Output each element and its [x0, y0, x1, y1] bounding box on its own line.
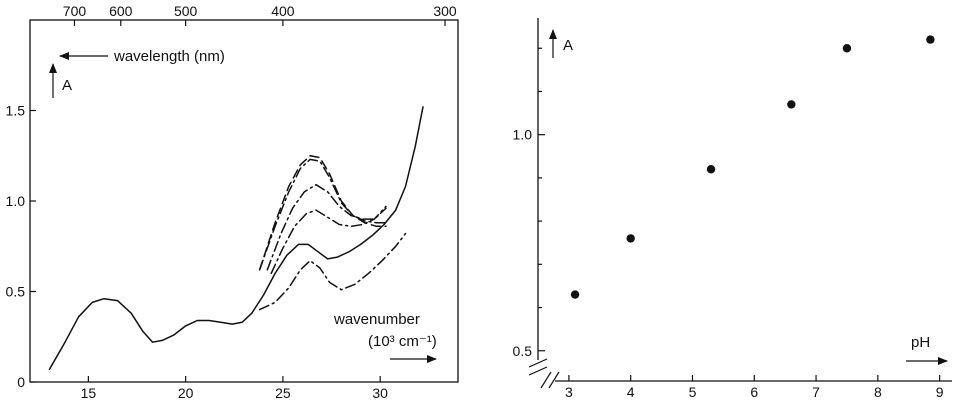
- ph-data-point: [570, 290, 580, 299]
- absorbance-tick-label: 0.5: [513, 343, 533, 359]
- top-tick-label: 500: [174, 3, 198, 19]
- x-tick-label: 30: [372, 385, 388, 400]
- spectrum-curve-6-dash-dot: [258, 232, 407, 311]
- spectrum-curve-3-dash-dot: [258, 158, 387, 271]
- top-tick-label: 300: [433, 3, 457, 19]
- ph-tick-label: 6: [750, 384, 758, 400]
- ph-tick-label: 9: [936, 384, 944, 400]
- spectrum-curve-5-dash-dot: [270, 205, 387, 275]
- spectrum-curve-4-dash-dot: [266, 183, 387, 271]
- absorbance-tick-label: 1.0: [513, 127, 533, 143]
- top-tick-label: 400: [271, 3, 295, 19]
- top-tick-label: 600: [109, 3, 133, 19]
- top-axis-label: wavelength (nm): [113, 48, 225, 65]
- ph-tick-label: 3: [565, 384, 573, 400]
- spectrum-curve-1-solid: [48, 106, 424, 371]
- spectrum-chart: 15 20 25 30 700 600 500 400 300 0 0.5 1.0 1.5 wave…: [6, 3, 459, 400]
- y-axis-ticks: 0 0.5 1.0 1.5: [6, 103, 36, 390]
- ph-chart: 3 4 5 6 7 8 9 0.5 1.0 A pH: [513, 18, 952, 400]
- ph-tick-label: 4: [627, 384, 635, 400]
- x-axis-ticks: 15 20 25 30: [81, 376, 388, 400]
- ph-axis-ticks: 3 4 5 6 7 8 9: [565, 375, 944, 400]
- absorbance-axis-ticks: 0.5 1.0: [513, 47, 545, 359]
- left-y-axis-label: A: [62, 77, 72, 94]
- spectrum-curve-2-dashed: [258, 155, 387, 271]
- top-tick-label: 700: [63, 3, 87, 19]
- top-axis-ticks: 700 600 500 400 300: [63, 3, 457, 26]
- x-axis-break-mark-1: [540, 371, 552, 389]
- ph-data-point: [842, 44, 852, 53]
- y-tick-label: 1.0: [6, 193, 26, 209]
- spectrum-curves: [48, 106, 424, 371]
- x-axis-unit-label: (10³ cm⁻¹): [368, 333, 437, 350]
- x-tick-label: 15: [81, 385, 97, 400]
- ph-tick-label: 8: [874, 384, 882, 400]
- x-axis-break-mark-2: [548, 371, 560, 389]
- ph-data-point: [926, 35, 935, 44]
- y-tick-label: 0: [17, 374, 25, 390]
- right-y-axis-label: A: [563, 37, 573, 54]
- ph-data-point: [706, 165, 716, 174]
- ph-axis-label: pH: [911, 334, 930, 351]
- y-tick-label: 1.5: [6, 103, 26, 119]
- ph-tick-label: 7: [812, 384, 820, 400]
- x-tick-label: 25: [275, 385, 291, 400]
- ph-data-points: [570, 35, 935, 299]
- x-axis-label: wavenumber: [333, 311, 420, 328]
- y-tick-label: 0.5: [6, 284, 26, 300]
- ph-data-point: [787, 100, 796, 109]
- x-tick-label: 20: [178, 385, 194, 400]
- y-axis-break-mark-2: [528, 366, 548, 376]
- ph-tick-label: 5: [689, 384, 697, 400]
- ph-data-point: [626, 234, 635, 243]
- y-axis-break-mark-1: [528, 358, 548, 368]
